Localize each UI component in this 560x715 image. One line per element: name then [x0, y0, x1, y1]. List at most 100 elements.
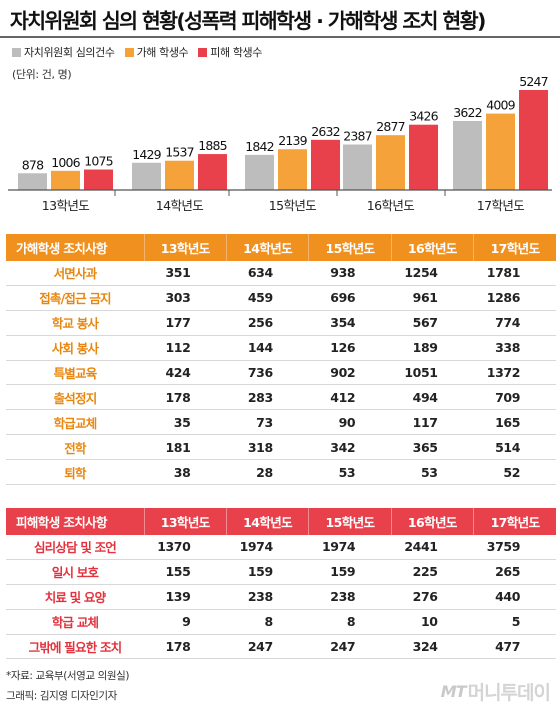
offender-row-value: 73	[226, 409, 309, 436]
offender-row-value: 90	[308, 409, 392, 436]
victim-header-year: 17학년도	[473, 508, 556, 535]
victim-row-value: 247	[308, 634, 392, 660]
offender-table-header-row: 가해학생 조치사항 13학년도 14학년도 15학년도 16학년도 17학년도	[6, 234, 556, 261]
offender-row-value: 1051	[391, 360, 474, 386]
victim-row-value: 477	[473, 634, 556, 660]
legend-label-committee: 자치위원회 심의건수	[24, 46, 115, 59]
bar	[245, 154, 274, 190]
table-row: 출석정지 178 283 412 494 709	[6, 384, 556, 411]
graphic-credit: 그래픽: 김지영 디자인기자	[6, 690, 117, 702]
offender-row-value: 178	[144, 384, 227, 411]
victim-row-value: 9	[144, 609, 227, 635]
offender-row-value: 35	[144, 409, 227, 436]
offender-row-value: 459	[226, 285, 309, 311]
offender-row-value: 117	[391, 409, 474, 436]
offender-row-value: 189	[391, 335, 474, 361]
bar	[453, 120, 482, 190]
offender-row-value: 634	[226, 261, 309, 286]
offender-row-value: 342	[308, 434, 392, 461]
victim-header-year: 13학년도	[143, 508, 227, 535]
offender-row-value: 1372	[473, 360, 556, 386]
offender-row-value: 283	[226, 384, 309, 411]
table-row: 학교 봉사 177 256 354 567 774	[6, 310, 556, 336]
offender-row-label: 학교 봉사	[6, 310, 144, 336]
table-row: 서면사과 351 634 938 1254 1781	[6, 261, 556, 286]
legend-swatch-victim	[198, 47, 208, 57]
table-row: 사회 봉사 112 144 126 189 338	[6, 335, 556, 361]
victim-row-value: 2441	[391, 535, 474, 560]
offender-row-value: 181	[144, 434, 227, 461]
offender-row-value: 424	[144, 360, 227, 386]
victim-row-label: 치료 및 요양	[6, 584, 144, 610]
offender-measures-table: 가해학생 조치사항 13학년도 14학년도 15학년도 16학년도 17학년도 …	[6, 234, 556, 486]
bar	[18, 173, 47, 190]
victim-row-value: 324	[391, 634, 474, 660]
offender-row-label: 전학	[6, 434, 144, 461]
offender-row-label: 퇴학	[6, 459, 144, 486]
victim-row-value: 1974	[308, 535, 392, 560]
victim-row-value: 238	[308, 584, 392, 610]
bar	[409, 124, 438, 190]
offender-row-value: 1254	[391, 261, 474, 286]
data-label: 2387	[343, 129, 372, 144]
offender-row-value: 1781	[473, 261, 556, 286]
victim-row-value: 3759	[473, 535, 556, 560]
offender-row-value: 1286	[473, 285, 556, 311]
data-label: 3426	[409, 109, 438, 124]
offender-row-label: 특별교육	[6, 360, 144, 386]
data-label: 1075	[84, 154, 113, 169]
offender-row-value: 709	[473, 384, 556, 411]
offender-row-value: 494	[391, 384, 474, 411]
publisher-logo: MT 머니투데이	[441, 678, 551, 705]
offender-header-year: 16학년도	[390, 234, 474, 261]
offender-row-label: 서면사과	[6, 261, 144, 286]
victim-header-year: 16학년도	[390, 508, 474, 535]
offender-row-value: 28	[226, 459, 309, 486]
victim-row-value: 8	[226, 609, 309, 635]
bar	[84, 169, 113, 190]
offender-row-value: 338	[473, 335, 556, 361]
bar	[132, 162, 161, 190]
data-label: 1885	[198, 138, 227, 153]
victim-row-value: 178	[144, 634, 227, 660]
chart-legend: 자치위원회 심의건수 가해 학생수 피해 학생수	[12, 44, 262, 60]
data-label: 4009	[486, 98, 515, 113]
legend-swatch-committee	[12, 47, 21, 57]
x-tick-label: 17학년도	[477, 198, 525, 213]
victim-table-header-label: 피해학생 조치사항	[6, 508, 144, 535]
bar	[486, 113, 515, 190]
offender-row-value: 165	[473, 409, 556, 436]
victim-row-value: 10	[391, 609, 474, 635]
victim-row-value: 139	[144, 584, 227, 610]
offender-row-value: 774	[473, 310, 556, 336]
data-label: 2632	[311, 124, 340, 139]
table-row: 퇴학 38 28 53 53 52	[6, 459, 556, 486]
data-label: 1537	[165, 145, 194, 160]
legend-item-offender: 가해 학생수	[124, 44, 189, 60]
offender-row-value: 144	[226, 335, 309, 361]
data-label: 1429	[132, 147, 161, 162]
offender-header-year: 13학년도	[143, 234, 227, 261]
victim-header-year: 15학년도	[308, 508, 392, 535]
offender-row-label: 사회 봉사	[6, 335, 144, 361]
table-row: 심리상담 및 조언 1370 1974 1974 2441 3759	[6, 535, 556, 560]
table-row: 접촉/접근 금지 303 459 696 961 1286	[6, 285, 556, 311]
victim-row-label: 일시 보호	[6, 559, 144, 585]
legend-label-offender: 가해 학생수	[136, 46, 189, 59]
offender-row-value: 303	[144, 285, 227, 311]
table-row: 학급교체 35 73 90 117 165	[6, 409, 556, 436]
table-row: 전학 181 318 342 365 514	[6, 434, 556, 461]
offender-row-value: 112	[144, 335, 227, 361]
offender-row-value: 126	[308, 335, 392, 361]
data-label: 5247	[519, 74, 548, 89]
data-label: 1006	[51, 155, 80, 170]
victim-row-value: 440	[473, 584, 556, 610]
data-label: 2139	[278, 133, 307, 148]
offender-row-value: 736	[226, 360, 309, 386]
victim-row-label: 그밖에 필요한 조치	[6, 634, 144, 660]
victim-row-value: 159	[226, 559, 309, 585]
table-row: 치료 및 요양 139 238 238 276 440	[6, 584, 556, 610]
table-row: 특별교육 424 736 902 1051 1372	[6, 360, 556, 386]
offender-row-value: 938	[308, 261, 392, 286]
legend-item-committee: 자치위원회 심의건수	[12, 44, 115, 60]
